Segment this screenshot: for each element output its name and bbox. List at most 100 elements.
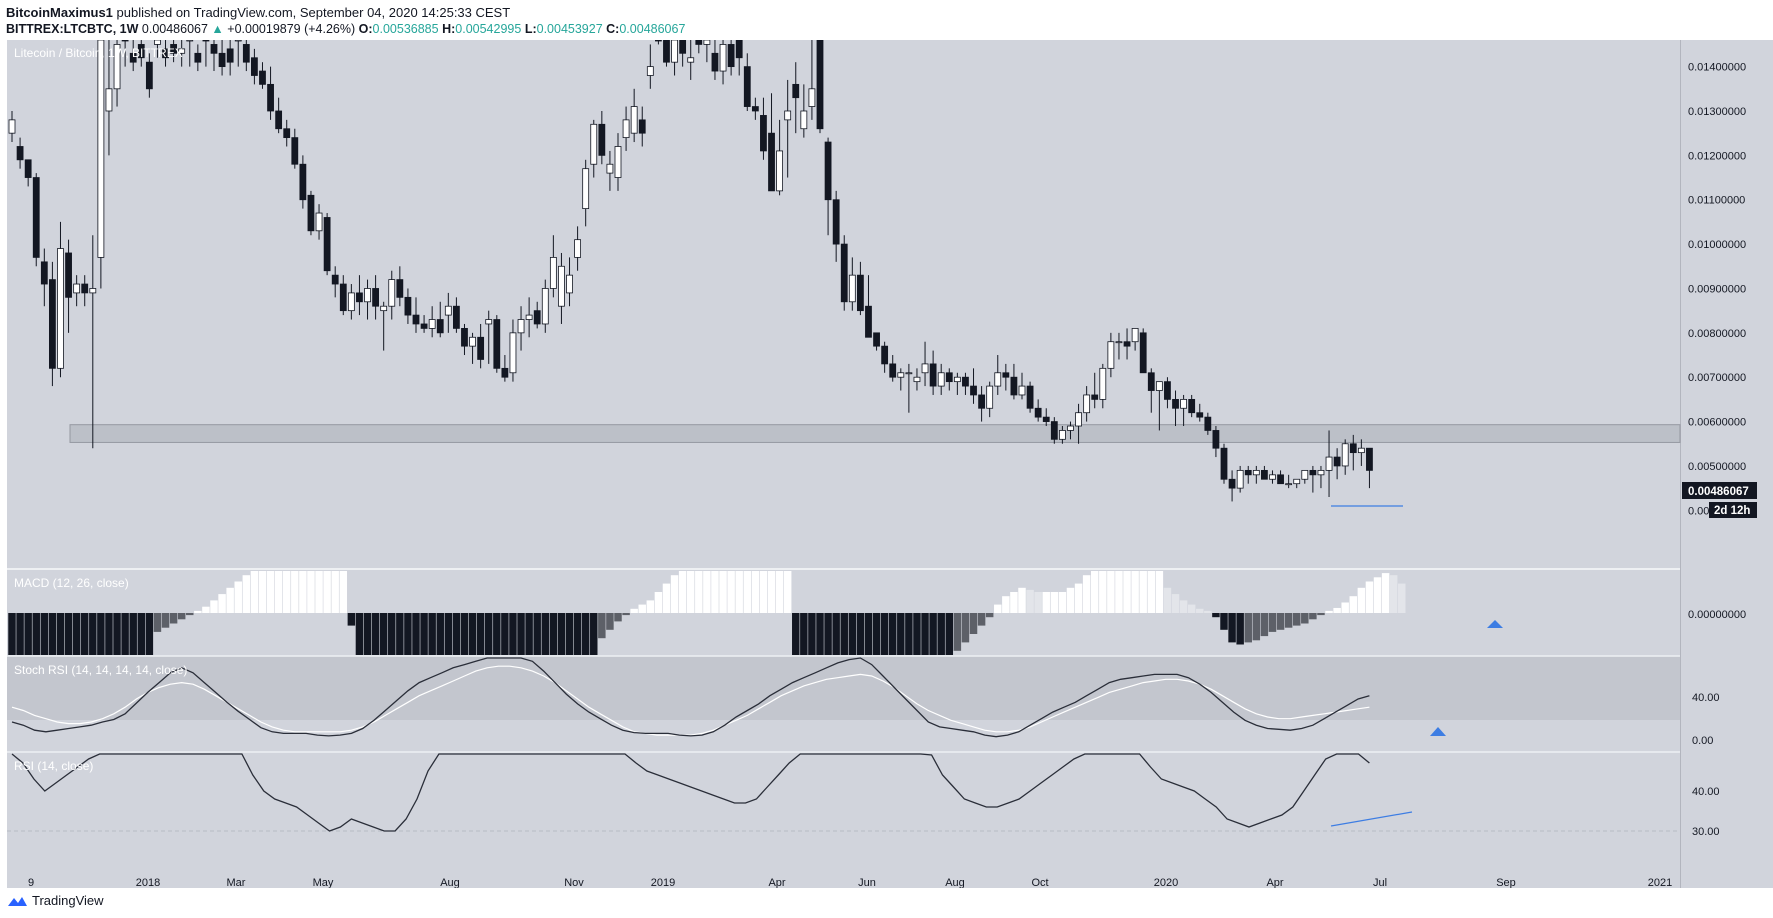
candle[interactable] (800, 84, 808, 138)
candle[interactable] (832, 190, 840, 262)
candle[interactable] (372, 275, 380, 320)
candle[interactable] (1277, 470, 1284, 485)
candle[interactable] (1026, 381, 1034, 413)
candle[interactable] (1172, 390, 1179, 427)
candle[interactable] (1018, 372, 1026, 400)
candle[interactable] (1244, 465, 1252, 484)
candle[interactable] (525, 297, 533, 338)
candle[interactable] (315, 204, 323, 240)
candle[interactable] (1220, 443, 1228, 484)
candle[interactable] (582, 159, 590, 227)
rsi-divergence-trendline[interactable] (1330, 811, 1413, 827)
candle[interactable] (1301, 469, 1309, 484)
candle[interactable] (1059, 426, 1066, 444)
candle[interactable] (65, 239, 72, 333)
candle[interactable] (711, 40, 719, 80)
candle[interactable] (339, 275, 347, 316)
candle[interactable] (1050, 417, 1058, 444)
candle[interactable] (1067, 421, 1074, 440)
candle[interactable] (1357, 439, 1365, 466)
candle[interactable] (1075, 403, 1082, 444)
candle[interactable] (323, 213, 331, 276)
candle[interactable] (719, 40, 727, 85)
macd-bullish-marker-icon[interactable] (1487, 620, 1503, 628)
candle[interactable] (695, 40, 703, 54)
candle[interactable] (962, 372, 969, 395)
candle[interactable] (655, 40, 662, 45)
candle[interactable] (1325, 430, 1333, 498)
candle[interactable] (137, 40, 145, 67)
candle[interactable] (727, 40, 735, 76)
candle[interactable] (81, 275, 89, 307)
candle[interactable] (857, 261, 864, 316)
candle[interactable] (1123, 328, 1131, 360)
candle[interactable] (574, 226, 581, 271)
candle[interactable] (509, 319, 517, 382)
candle[interactable] (921, 341, 929, 387)
candle[interactable] (275, 97, 283, 134)
candle[interactable] (848, 257, 856, 311)
candle[interactable] (218, 40, 226, 76)
candle[interactable] (1333, 448, 1341, 480)
candle[interactable] (598, 110, 606, 165)
candle[interactable] (307, 190, 315, 236)
candle[interactable] (549, 235, 557, 298)
candle[interactable] (1236, 465, 1244, 493)
candle[interactable] (250, 48, 258, 85)
candle[interactable] (24, 159, 32, 187)
candle[interactable] (646, 44, 654, 89)
candle[interactable] (776, 119, 783, 196)
candle[interactable] (129, 40, 137, 72)
candle[interactable] (703, 40, 711, 63)
time-axis[interactable] (7, 876, 1773, 888)
candle[interactable] (1309, 465, 1317, 493)
candle[interactable] (1204, 412, 1212, 435)
candle[interactable] (606, 150, 614, 191)
price-axis[interactable] (1681, 40, 1773, 876)
candle[interactable] (735, 40, 743, 76)
candle[interactable] (865, 275, 872, 338)
candle[interactable] (743, 53, 751, 111)
candle[interactable] (614, 133, 622, 191)
candle[interactable] (242, 40, 250, 72)
candle[interactable] (364, 279, 371, 320)
candle[interactable] (1155, 381, 1163, 431)
candle[interactable] (1010, 363, 1018, 400)
candle[interactable] (1366, 447, 1373, 489)
candle[interactable] (1228, 470, 1236, 502)
candle[interactable] (590, 119, 598, 178)
candle[interactable] (1042, 408, 1050, 427)
candle[interactable] (32, 173, 40, 267)
candle[interactable] (331, 266, 339, 298)
candle[interactable] (630, 88, 638, 143)
candle[interactable] (1317, 465, 1325, 489)
candle[interactable] (57, 221, 64, 378)
candle[interactable] (1261, 465, 1268, 480)
candle[interactable] (105, 40, 113, 156)
candle[interactable] (73, 275, 81, 307)
candle[interactable] (970, 368, 977, 404)
candle[interactable] (929, 350, 937, 395)
candle[interactable] (493, 315, 501, 373)
candle[interactable] (477, 323, 485, 369)
candle[interactable] (751, 97, 759, 120)
candle[interactable] (412, 297, 420, 333)
candle[interactable] (1349, 434, 1357, 471)
candle[interactable] (452, 297, 460, 333)
candle[interactable] (760, 97, 767, 160)
candle[interactable] (1083, 386, 1091, 422)
candle[interactable] (49, 261, 56, 387)
candle[interactable] (145, 53, 153, 98)
candle[interactable] (816, 40, 824, 134)
candle[interactable] (347, 284, 355, 320)
candle[interactable] (1212, 426, 1220, 458)
candle[interactable] (234, 40, 242, 67)
chart-area[interactable]: Litecoin / Bitcoin, 1W, BITTREX MACD (12… (0, 40, 1773, 888)
candle[interactable] (420, 315, 428, 333)
candle[interactable] (388, 270, 396, 320)
candle[interactable] (501, 355, 509, 382)
candle[interactable] (396, 266, 404, 307)
candle[interactable] (194, 44, 202, 72)
candle[interactable] (953, 372, 961, 395)
candle[interactable] (356, 275, 363, 316)
